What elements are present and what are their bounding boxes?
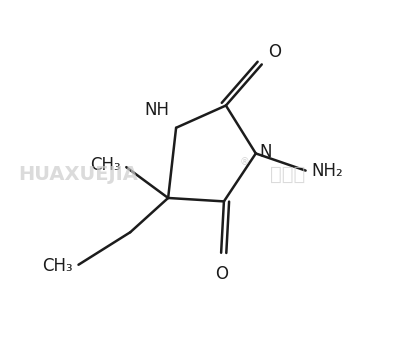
Text: NH: NH [144,101,169,119]
Text: N: N [259,143,271,161]
Text: O: O [268,43,281,61]
Text: 化学加: 化学加 [270,165,305,183]
Text: CH₃: CH₃ [90,157,120,174]
Text: NH₂: NH₂ [311,161,343,180]
Text: CH₃: CH₃ [42,258,72,276]
Text: HUAXUEJIA: HUAXUEJIA [19,165,139,183]
Text: ®: ® [240,157,250,167]
Text: O: O [215,265,227,283]
